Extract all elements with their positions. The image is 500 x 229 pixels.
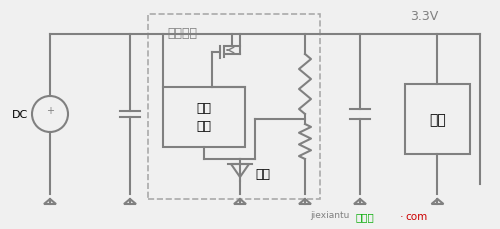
Text: jiexiantu: jiexiantu: [310, 210, 350, 219]
Text: 接线图: 接线图: [355, 211, 374, 221]
Text: ·: ·: [400, 211, 404, 221]
Text: 削极
驱动: 削极 驱动: [196, 102, 212, 133]
Text: com: com: [405, 211, 427, 221]
Text: DC: DC: [12, 109, 28, 120]
Text: 负荷: 负荷: [429, 112, 446, 126]
Text: 旁路元件: 旁路元件: [167, 27, 197, 40]
Text: 3.3V: 3.3V: [410, 10, 438, 23]
Text: +: +: [46, 106, 54, 115]
Text: 基准: 基准: [255, 167, 270, 180]
